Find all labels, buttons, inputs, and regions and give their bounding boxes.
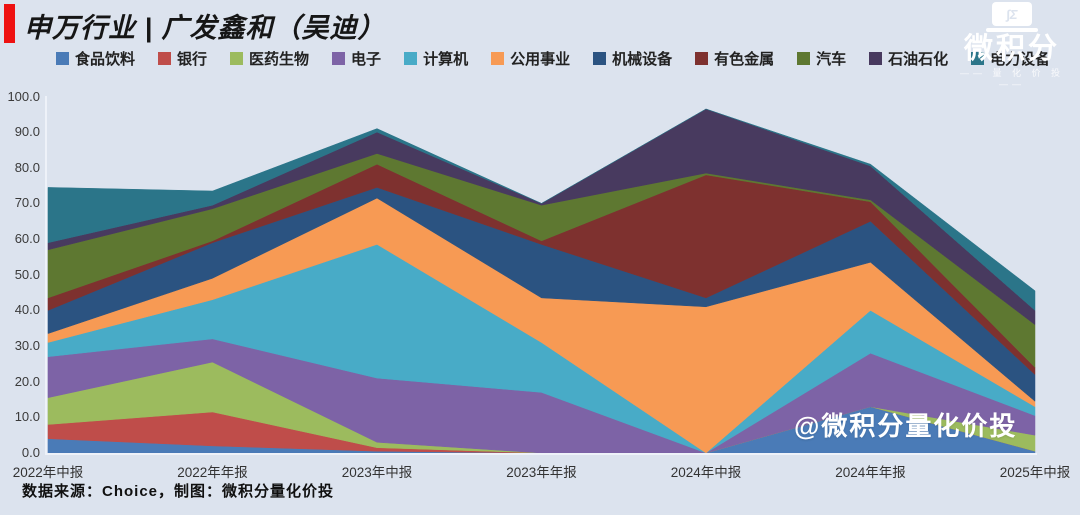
x-tick-6: 2025年中报	[999, 465, 1071, 480]
legend-item-electronics: 电子	[332, 48, 381, 69]
brand-logo: ∫Σ 微积分 —— 量 化 价 投 ——	[952, 2, 1072, 89]
legend-label-utilities: 公用事业	[510, 51, 571, 68]
legend-item-automobile: 汽车	[797, 48, 846, 69]
legend-item-bank: 银行	[158, 48, 207, 69]
chart-legend: 食品饮料 银行 医药生物 电子 计算机 公用事业 机械设备 有色金属 汽车 石油石化 电力设备	[56, 48, 1050, 69]
area-series-power-equipment	[47, 108, 1036, 311]
y-tick-50: 50.0	[14, 266, 40, 282]
y-axis-line	[45, 96, 47, 454]
legend-item-power-equipment: 电力设备	[971, 48, 1050, 69]
x-tick-1: 2022年年报	[177, 465, 248, 480]
logo-sub-text: —— 量 化 价 投 ——	[959, 68, 1064, 89]
x-tick-5: 2024年年报	[835, 465, 906, 480]
legend-swatch-utilities	[491, 52, 505, 65]
y-tick-0: 0.0	[21, 445, 40, 460]
legend-item-food-beverage: 食品饮料	[56, 48, 135, 69]
legend-label-computer: 计算机	[423, 51, 469, 68]
legend-item-nonferrous-metals: 有色金属	[695, 48, 774, 69]
x-tick-2: 2023年中报	[341, 465, 413, 480]
legend-swatch-nonferrous-metals	[695, 52, 709, 65]
x-axis-baseline	[45, 453, 1037, 455]
y-tick-90: 90.0	[14, 124, 40, 140]
y-tick-20: 20.0	[14, 373, 40, 389]
y-tick-30: 30.0	[14, 338, 40, 354]
x-tick-0: 2022年中报	[12, 465, 84, 480]
legend-label-machinery: 机械设备	[612, 51, 673, 68]
legend-swatch-computer	[404, 52, 418, 65]
legend-label-petroleum-petrochem: 石油石化	[888, 51, 949, 68]
legend-swatch-petroleum-petrochem	[869, 52, 883, 65]
legend-swatch-electronics	[332, 52, 346, 65]
title-accent-bar	[4, 4, 15, 43]
legend-label-food-beverage: 食品饮料	[75, 51, 136, 68]
x-tick-4: 2024年中报	[670, 465, 742, 480]
legend-swatch-food-beverage	[56, 52, 69, 65]
legend-label-nonferrous-metals: 有色金属	[714, 51, 775, 68]
y-tick-80: 80.0	[14, 159, 40, 175]
legend-item-pharma-bio: 医药生物	[230, 48, 309, 69]
legend-item-utilities: 公用事业	[491, 48, 570, 69]
legend-swatch-pharma-bio	[230, 52, 244, 65]
legend-swatch-automobile	[797, 52, 811, 65]
y-tick-60: 60.0	[14, 231, 40, 247]
legend-item-petroleum-petrochem: 石油石化	[869, 48, 948, 69]
y-tick-70: 70.0	[14, 195, 40, 211]
legend-label-electronics: 电子	[351, 51, 382, 68]
x-tick-3: 2023年年报	[506, 465, 577, 480]
y-tick-10: 10.0	[14, 409, 40, 425]
legend-label-automobile: 汽车	[816, 51, 847, 68]
legend-item-computer: 计算机	[404, 48, 468, 69]
logo-brand-text: 微积分	[963, 33, 1060, 65]
page-title: 申万行业 | 广发鑫和（吴迪）	[24, 13, 386, 43]
y-tick-40: 40.0	[14, 302, 40, 318]
source-note: 数据来源：Choice，制图：微积分量化价投	[22, 483, 335, 500]
legend-label-pharma-bio: 医药生物	[249, 51, 310, 68]
legend-swatch-machinery	[593, 52, 607, 65]
legend-swatch-power-equipment	[971, 52, 985, 65]
integral-sigma-laptop-icon: ∫Σ	[992, 2, 1032, 26]
laptop-base-icon	[986, 28, 1038, 32]
legend-label-power-equipment: 电力设备	[990, 51, 1051, 68]
legend-item-machinery: 机械设备	[593, 48, 672, 69]
chart-watermark: @微积分量化价投	[794, 411, 1018, 441]
legend-swatch-bank	[158, 52, 172, 65]
y-tick-100: 100.0	[7, 88, 40, 104]
legend-label-bank: 银行	[177, 51, 208, 68]
